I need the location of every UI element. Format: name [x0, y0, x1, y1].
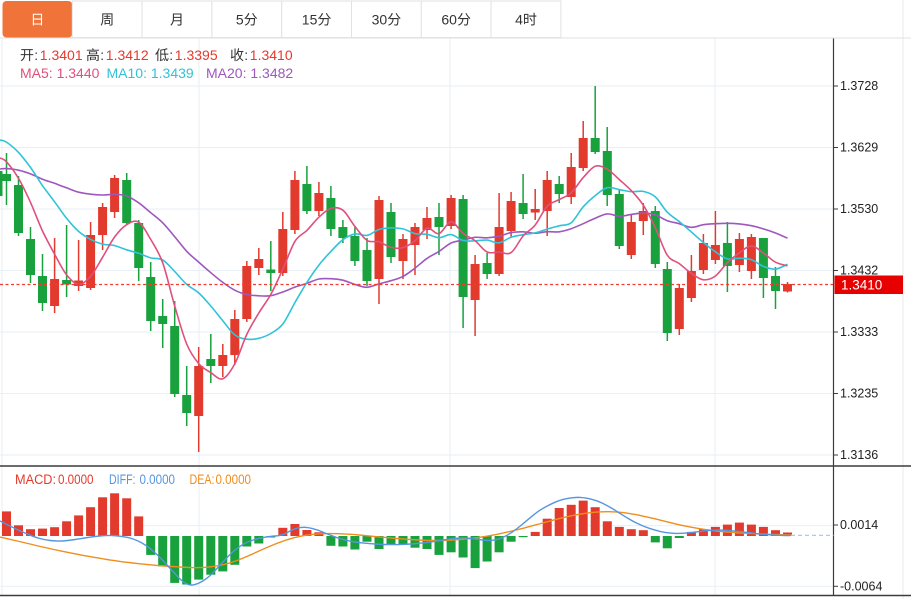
svg-text:1.3333: 1.3333: [840, 325, 878, 339]
svg-text:DEA:: DEA:: [190, 472, 215, 487]
svg-text:DIFF:: DIFF:: [109, 472, 136, 487]
svg-text:MA20: 1.3482: MA20: 1.3482: [206, 65, 293, 81]
svg-text:1.3136: 1.3136: [840, 448, 878, 462]
svg-text:30: 30: [372, 12, 388, 28]
svg-text:1.3410: 1.3410: [250, 47, 293, 63]
svg-text:MA5: 1.3440: MA5: 1.3440: [20, 65, 100, 81]
svg-text:60: 60: [441, 12, 457, 28]
svg-text:-0.0064: -0.0064: [840, 580, 882, 594]
svg-text:1.3432: 1.3432: [840, 264, 878, 278]
svg-text:1.3412: 1.3412: [106, 47, 149, 63]
svg-text:1.3629: 1.3629: [840, 141, 878, 155]
svg-text:MACD:: MACD:: [15, 472, 56, 487]
svg-text::: :: [34, 47, 38, 63]
svg-text::: :: [169, 47, 173, 63]
svg-text:0.0000: 0.0000: [216, 472, 252, 487]
svg-text:4: 4: [515, 12, 523, 28]
svg-text:1.3530: 1.3530: [840, 202, 878, 216]
svg-text:0.0014: 0.0014: [840, 518, 878, 532]
svg-text::: :: [100, 47, 104, 63]
svg-text:1.3410: 1.3410: [841, 278, 882, 293]
svg-text:1.3235: 1.3235: [840, 387, 878, 401]
svg-text:15: 15: [302, 12, 318, 28]
svg-text:0.0000: 0.0000: [140, 472, 176, 487]
svg-text:1.3401: 1.3401: [40, 47, 83, 63]
svg-text:1.3728: 1.3728: [840, 79, 878, 93]
svg-text:0.0000: 0.0000: [58, 472, 94, 487]
svg-text:1.3395: 1.3395: [175, 47, 218, 63]
svg-text:5: 5: [236, 12, 244, 28]
svg-text:MA10: 1.3439: MA10: 1.3439: [107, 65, 194, 81]
svg-text::: :: [244, 47, 248, 63]
